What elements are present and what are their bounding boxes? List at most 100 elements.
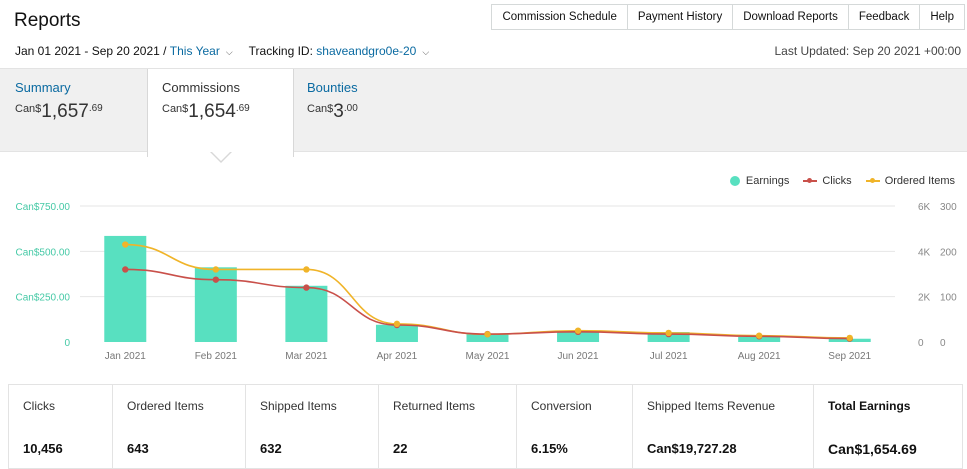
- x-tick-label: Jan 2021: [105, 351, 147, 362]
- x-tick-label: May 2021: [466, 351, 510, 362]
- stat-value: 6.15%: [531, 441, 568, 456]
- currency-symbol: Can$: [307, 103, 334, 115]
- last-updated: Last Updated: Sep 20 2021 +00:00: [774, 44, 962, 58]
- clicks-point: [212, 276, 220, 283]
- earnings-legend-marker: [729, 176, 740, 186]
- ordered-items-point: [665, 329, 672, 337]
- stats-row: Clicks 10,456 Ordered Items 643 Shipped …: [8, 384, 963, 469]
- commissions-amount: Can$1,654.69: [162, 101, 293, 123]
- tab-summary-label: Summary: [15, 80, 71, 95]
- stat-conversion: Conversion 6.15%: [516, 384, 632, 469]
- chevron-down-icon: ⌵: [225, 47, 233, 57]
- currency-symbol: Can$: [15, 103, 42, 115]
- payment-history-button[interactable]: Payment History: [626, 4, 733, 30]
- clicks-point: [122, 266, 129, 273]
- legend-ordered-items[interactable]: Ordered Items: [865, 175, 955, 187]
- y-tick-label-ordered: 300: [940, 202, 957, 213]
- earnings-bar: [375, 324, 418, 342]
- legend-earnings-label: Earnings: [745, 175, 790, 187]
- tracking-id: shaveandgro0e-20: [316, 44, 417, 58]
- y-tick-label-earnings: Can$750.00: [16, 202, 71, 213]
- legend-clicks[interactable]: Clicks: [803, 175, 852, 187]
- stat-value: 22: [393, 441, 408, 456]
- x-tick-label: Jun 2021: [557, 351, 599, 362]
- earnings-bar: [557, 332, 600, 342]
- stat-clicks: Clicks 10,456: [8, 384, 112, 469]
- tracking-id-dropdown[interactable]: shaveandgro0e-20 ⌵: [316, 44, 429, 58]
- stat-value: Can$1,654.69: [828, 441, 917, 457]
- y-tick-label-earnings: Can$250.00: [16, 293, 71, 304]
- stat-value: Can$19,727.28: [647, 441, 737, 456]
- ordered-items-point: [574, 327, 582, 334]
- stat-label: Conversion: [531, 399, 592, 413]
- chart-legend: Earnings Clicks Ordered Items: [716, 175, 955, 187]
- y-tick-label-clicks: 0: [918, 338, 924, 349]
- y-tick-label-clicks: 6K: [918, 202, 931, 213]
- earnings-bar: [104, 235, 147, 342]
- amount-cents: .00: [343, 103, 358, 114]
- clicks-point: [303, 284, 310, 291]
- amount-whole: 1,654: [188, 101, 236, 122]
- period-dropdown[interactable]: This Year ⌵: [170, 44, 233, 58]
- stat-value: 632: [260, 441, 282, 456]
- stat-label: Clicks: [23, 399, 55, 413]
- ordered-items-point: [393, 320, 401, 328]
- x-tick-label: Jul 2021: [650, 351, 688, 362]
- x-tick-label: Apr 2021: [377, 351, 418, 362]
- y-tick-label-ordered: 0: [940, 338, 946, 349]
- y-tick-label-clicks: 2K: [918, 293, 931, 304]
- legend-earnings[interactable]: Earnings: [729, 175, 790, 187]
- tab-bounties-label: Bounties: [307, 80, 358, 95]
- download-reports-button[interactable]: Download Reports: [732, 4, 848, 30]
- earnings-bar: [466, 333, 509, 342]
- x-tick-label: Mar 2021: [285, 351, 328, 362]
- tab-bounties[interactable]: Bounties Can$3.00: [307, 69, 427, 153]
- date-range: Jan 01 2021 - Sep 20 2021 /: [15, 44, 167, 58]
- page-title: Reports: [14, 10, 81, 31]
- amount-whole: 3: [333, 101, 344, 122]
- ordered-items-point: [846, 334, 853, 342]
- y-tick-label-ordered: 100: [940, 293, 957, 304]
- tab-commissions-label: Commissions: [162, 80, 241, 95]
- tab-summary[interactable]: Summary Can$1,657.69: [15, 69, 135, 153]
- stat-label: Shipped Items: [260, 399, 337, 413]
- commissions-chart: 0 Can$250.00 Can$500.00 Can$750.00 0 2K 4K 6K 0 1…: [16, 202, 958, 362]
- legend-ordered-label: Ordered Items: [884, 175, 955, 187]
- chevron-down-icon: ⌵: [422, 47, 430, 57]
- tab-pointer: [211, 151, 231, 161]
- chart-area: Earnings Clicks Ordered Items 0 Can$250.0…: [0, 160, 967, 380]
- y-tick-label-ordered: 200: [940, 247, 957, 258]
- tab-commissions[interactable]: Commissions Can$1,654.69: [147, 69, 294, 157]
- ordered-items-point: [303, 266, 310, 273]
- clicks-line: [125, 268, 850, 340]
- stat-label: Total Earnings: [828, 399, 911, 413]
- commission-schedule-button[interactable]: Commission Schedule: [491, 4, 627, 30]
- summary-amount: Can$1,657.69: [15, 101, 135, 123]
- earnings-bar: [285, 285, 328, 342]
- y-tick-label-clicks: 4K: [918, 247, 931, 258]
- stat-returned-items: Returned Items 22: [378, 384, 516, 469]
- bounties-amount: Can$3.00: [307, 101, 427, 123]
- legend-clicks-label: Clicks: [822, 175, 852, 187]
- stat-total-earnings: Total Earnings Can$1,654.69: [813, 384, 963, 469]
- x-tick-label: Feb 2021: [195, 351, 238, 362]
- amount-cents: .69: [235, 103, 250, 114]
- stat-label: Ordered Items: [127, 399, 204, 413]
- stat-ordered-items: Ordered Items 643: [112, 384, 245, 469]
- ordered-items-point: [484, 331, 491, 338]
- period-label: This Year: [169, 44, 220, 58]
- amount-cents: .69: [88, 103, 103, 114]
- tabs-bar: Summary Can$1,657.69 Commissions Can$1,6…: [0, 68, 967, 157]
- x-tick-label: Aug 2021: [738, 351, 781, 362]
- feedback-button[interactable]: Feedback: [847, 4, 920, 30]
- stat-value: 10,456: [23, 441, 63, 456]
- stat-shipped-revenue: Shipped Items Revenue Can$19,727.28: [632, 384, 813, 469]
- ordered-legend-marker: [865, 176, 880, 186]
- stat-value: 643: [127, 441, 149, 456]
- y-tick-label-earnings: 0: [64, 338, 70, 349]
- ordered-items-point: [212, 266, 220, 273]
- stat-label: Returned Items: [393, 399, 476, 413]
- stat-shipped-items: Shipped Items 632: [245, 384, 378, 469]
- stat-label: Shipped Items Revenue: [647, 399, 776, 413]
- help-button[interactable]: Help: [919, 4, 965, 30]
